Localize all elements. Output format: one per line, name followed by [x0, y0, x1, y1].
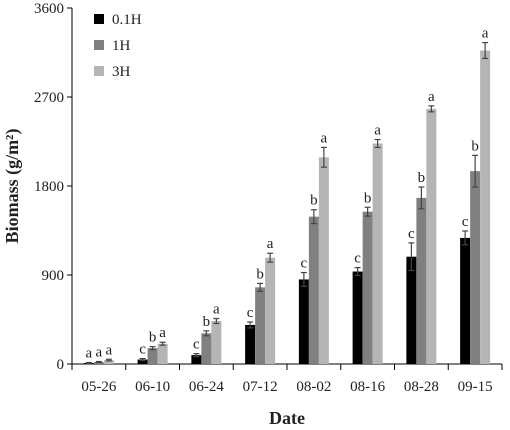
bar-3H-06-10: [157, 343, 168, 364]
legend-label-3H: 3H: [112, 64, 131, 80]
bar-1H-06-10: [147, 348, 158, 364]
significance-label: b: [471, 138, 479, 154]
legend-swatch-3H: [94, 66, 104, 76]
bar-1H-08-02: [308, 216, 319, 364]
bar-0.1H-08-02: [298, 279, 309, 364]
x-tick-label: 05-26: [81, 379, 116, 395]
x-tick-label: 08-16: [350, 379, 385, 395]
significance-label: a: [482, 26, 489, 42]
bar-1H-07-12: [255, 287, 266, 364]
legend-label-0.1H: 0.1H: [112, 12, 142, 28]
x-tick-label: 06-10: [135, 379, 170, 395]
x-tick-label: 06-24: [189, 379, 224, 395]
significance-label: a: [428, 89, 435, 105]
y-axis: 0 900 1800 2700 3600: [34, 1, 73, 373]
bar-3H-06-24: [211, 320, 222, 364]
bar-0.1H-07-12: [245, 324, 256, 364]
significance-label: b: [364, 190, 372, 206]
significance-label: a: [86, 346, 93, 362]
significance-label: a: [159, 325, 166, 341]
significance-label: a: [321, 130, 328, 146]
bar-3H-08-16: [372, 143, 383, 364]
y-axis-title: Biomass (g/m²): [2, 129, 23, 244]
significance-label: c: [354, 251, 361, 267]
legend: 0.1H 1H 3H: [94, 12, 142, 80]
significance-label: b: [149, 330, 157, 346]
bar-0.1H-08-16: [352, 271, 363, 364]
legend-label-1H: 1H: [112, 38, 131, 54]
legend-swatch-0.1H: [94, 14, 104, 24]
y-tick-label: 3600: [34, 1, 64, 17]
significance-label: a: [106, 342, 113, 358]
significance-label: b: [203, 314, 211, 330]
significance-label: c: [462, 214, 469, 230]
significance-label: b: [310, 193, 318, 209]
significance-label: c: [247, 305, 254, 321]
error-bars-group: [85, 42, 489, 365]
significance-label: c: [139, 342, 146, 358]
y-tick-label: 1800: [34, 179, 64, 195]
x-tick-label: 08-28: [404, 379, 439, 395]
x-tick-label: 07-12: [243, 379, 278, 395]
bars-group: [83, 50, 491, 365]
bar-1H-08-28: [416, 197, 427, 364]
x-ticks: 05-26 06-10 06-24 07-12 08-02 08-16 08-28 09-15: [71, 364, 503, 395]
significance-label: b: [418, 170, 426, 186]
bar-0.1H-09-15: [460, 237, 471, 364]
bar-3H-08-28: [426, 108, 437, 364]
bar-1H-08-16: [362, 211, 373, 364]
bar-1H-09-15: [470, 171, 481, 364]
legend-swatch-1H: [94, 40, 104, 50]
significance-label: c: [408, 226, 415, 242]
significance-label: b: [256, 266, 264, 282]
x-axis: 05-26 06-10 06-24 07-12 08-02 08-16 08-28 09-15: [71, 363, 503, 395]
y-tick-label: 2700: [34, 90, 64, 106]
significance-label: c: [301, 256, 308, 272]
bar-0.1H-06-10: [137, 359, 148, 364]
significance-label: a: [213, 302, 220, 318]
y-tick-label: 900: [42, 268, 65, 284]
bar-0.1H-08-28: [406, 256, 417, 364]
bar-3H-08-02: [318, 157, 329, 364]
y-tick-label: 0: [57, 357, 65, 373]
significance-label: a: [374, 123, 381, 139]
x-tick-label: 08-02: [296, 379, 331, 395]
bar-1H-06-24: [201, 333, 212, 364]
bar-3H-09-15: [480, 50, 491, 365]
significance-label: a: [267, 236, 274, 252]
y-ticks: 0 900 1800 2700 3600: [34, 1, 72, 373]
significance-label: a: [96, 345, 103, 361]
x-tick-label: 09-15: [458, 379, 493, 395]
significance-label: c: [193, 337, 200, 353]
bar-3H-05-26: [103, 360, 114, 364]
bar-3H-07-12: [265, 257, 276, 364]
x-axis-title: Date: [269, 408, 305, 428]
bar-0.1H-06-24: [191, 355, 202, 364]
